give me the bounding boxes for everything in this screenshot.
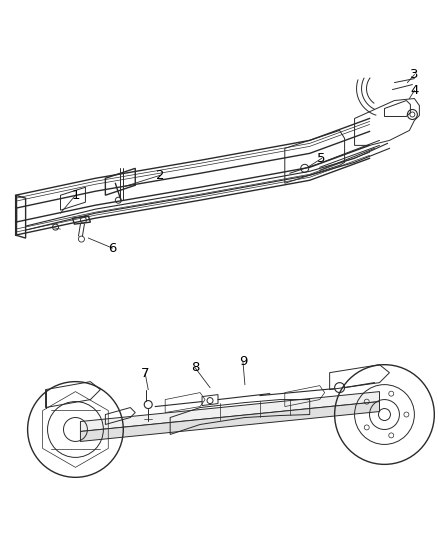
Text: 1: 1 [71, 189, 80, 201]
Text: 2: 2 [156, 169, 164, 182]
Text: 9: 9 [239, 355, 247, 368]
Text: 5: 5 [318, 152, 326, 165]
Polygon shape [81, 392, 379, 432]
Text: 6: 6 [108, 241, 117, 255]
Text: 7: 7 [141, 367, 149, 380]
Polygon shape [81, 401, 379, 441]
Text: 3: 3 [410, 68, 419, 81]
Text: 8: 8 [191, 361, 199, 374]
Text: 4: 4 [410, 84, 419, 97]
